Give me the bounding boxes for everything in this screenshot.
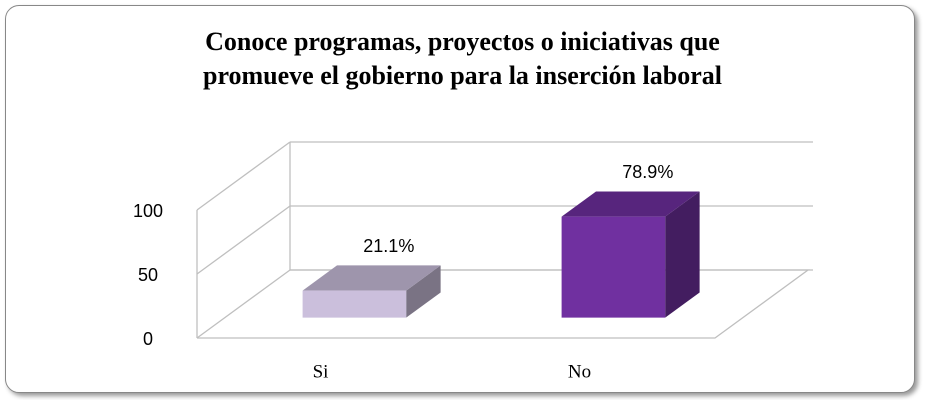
bar-front	[561, 216, 666, 318]
y-tick-label: 0	[143, 329, 153, 349]
value-label: 78.9%	[622, 162, 673, 182]
bar-side	[406, 265, 441, 318]
x-tick-label: Si	[313, 361, 329, 382]
chart-title: Conoce programas, proyectos o iniciativa…	[202, 27, 723, 90]
grid-line	[196, 205, 291, 275]
x-tick-label: No	[568, 361, 591, 382]
bar-side	[665, 191, 700, 318]
bar-front	[302, 290, 407, 318]
y-tick-label: 50	[138, 265, 158, 285]
bar	[302, 265, 441, 318]
floor	[197, 269, 810, 339]
grid-line	[196, 269, 291, 339]
value-label: 21.1%	[363, 236, 414, 256]
bar-top	[302, 265, 441, 291]
grid-line	[196, 141, 291, 211]
bar-top	[561, 191, 700, 217]
bar	[561, 191, 700, 318]
y-tick-label: 100	[133, 201, 163, 221]
chart-card	[5, 5, 915, 393]
